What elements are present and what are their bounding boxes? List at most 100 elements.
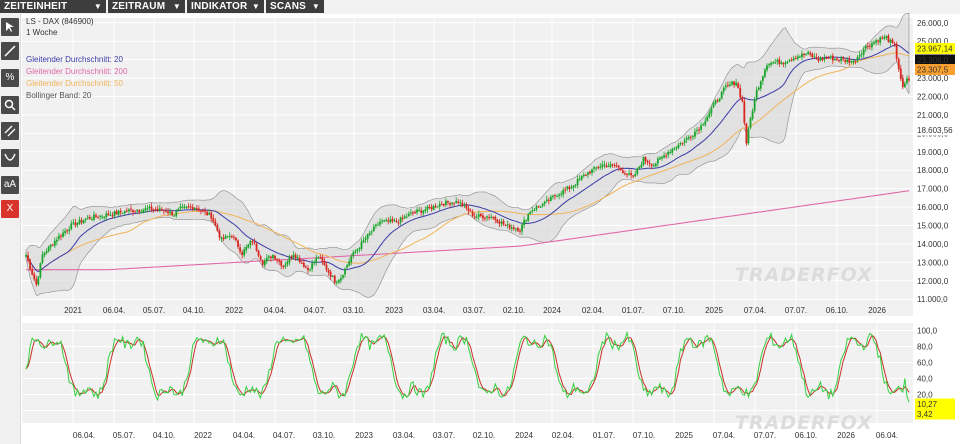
candle-body [434, 206, 437, 208]
candle-body [821, 57, 824, 61]
stochastic-x-tick-label: 2025 [675, 431, 693, 440]
stochastic-x-tick-label: 06.10. [795, 431, 817, 440]
candle-body [829, 56, 832, 58]
candle-body [381, 220, 383, 222]
line-draw-icon[interactable] [1, 42, 19, 60]
candle-body [286, 261, 289, 265]
zoom-icon[interactable] [1, 96, 19, 114]
price-tag-sma20: 23.308,0 [915, 54, 955, 66]
dropdown-triangle-icon: ▼ [311, 2, 320, 11]
menu-zeitraum[interactable]: ZEITRAUM ▼ [108, 0, 185, 13]
x-tick-label: 2023 [385, 306, 403, 315]
candle-body [710, 108, 713, 114]
candle-body [379, 221, 381, 225]
candle-body [321, 257, 324, 262]
candle-body [479, 213, 482, 216]
candle-body [45, 251, 48, 254]
stochastic-x-tick-label: 2024 [515, 431, 533, 440]
parallel-lines-icon[interactable] [1, 122, 19, 140]
candle-body [305, 266, 307, 268]
candle-body [691, 135, 694, 137]
candle-body [29, 260, 32, 270]
candle-body [342, 275, 344, 278]
candle-body [908, 78, 910, 81]
candle-body [440, 204, 443, 206]
candle-body [449, 203, 451, 205]
stochastic-x-tick-label: 04.07. [273, 431, 295, 440]
candle-body [617, 165, 620, 168]
candle-body [259, 256, 262, 260]
text-tool-icon[interactable]: aA [1, 176, 19, 194]
price-tag-last-text: 23.967,14 [917, 45, 953, 54]
candle-body [444, 200, 447, 205]
stochastic-x-tick-label: 03.07. [433, 431, 455, 440]
candle-body [74, 222, 77, 226]
candle-body [667, 151, 670, 156]
candle-body [554, 195, 556, 197]
menu-indikator[interactable]: INDIKATOR ▼ [187, 0, 264, 13]
candle-body [298, 257, 301, 263]
candle-body [576, 179, 579, 186]
candle-body [842, 57, 845, 60]
dropdown-triangle-icon: ▼ [93, 2, 102, 11]
candle-body [595, 167, 598, 169]
candle-body [183, 206, 186, 208]
delete-icon[interactable]: X [1, 200, 19, 218]
menu-scans[interactable]: SCANS ▼ [266, 0, 324, 13]
candle-body [805, 54, 807, 56]
candle-body [442, 204, 445, 206]
candle-body [181, 206, 184, 208]
candle-body [903, 83, 906, 88]
candle-body [132, 210, 134, 213]
candle-body [465, 204, 468, 209]
candle-body [276, 259, 279, 261]
candle-body [317, 257, 320, 259]
candle-body [216, 225, 219, 231]
candle-body [385, 219, 388, 221]
candle-body [263, 260, 266, 266]
candle-body [144, 208, 147, 211]
candle-body [125, 210, 128, 212]
candle-body [877, 40, 880, 42]
candle-body [389, 219, 392, 223]
x-tick-label: 04.07. [304, 306, 326, 315]
candle-body [107, 213, 110, 216]
candle-body [624, 173, 626, 175]
candle-body [772, 62, 775, 64]
y-tick-label: 11.000,0 [917, 295, 948, 304]
candle-body [33, 274, 36, 280]
candle-body [562, 189, 565, 195]
percent-icon[interactable]: % [1, 69, 19, 87]
candle-body [158, 208, 161, 211]
candle-body [879, 37, 882, 43]
menu-zeiteinheit[interactable]: ZEITEINHEIT ▼ [0, 0, 106, 13]
candle-body [325, 264, 328, 270]
candle-body [782, 63, 785, 65]
candle-body [640, 164, 643, 168]
candle-body [482, 215, 484, 219]
cursor-icon[interactable] [1, 18, 19, 36]
candle-body [597, 167, 600, 169]
watermark-stochastic: TRADERFOX [735, 412, 873, 434]
candle-body [774, 62, 777, 64]
candle-body [838, 60, 840, 62]
candle-body [852, 60, 855, 63]
candle-body [792, 58, 795, 61]
candle-body [128, 209, 130, 212]
candle-body [759, 81, 762, 89]
stochastic-tag-k-text: 10,27 [917, 400, 938, 409]
chart-title: LS - DAX (846900) [26, 17, 94, 26]
candle-body [364, 238, 367, 240]
candle-body [574, 184, 577, 186]
candle-body [235, 237, 237, 241]
curve-icon[interactable] [1, 149, 19, 167]
candle-body [607, 166, 610, 168]
y-tick-label: 17.000,0 [917, 185, 949, 194]
candle-body [350, 256, 353, 263]
candle-body [290, 256, 293, 258]
candle-body [37, 276, 40, 285]
candle-body [698, 129, 700, 131]
sma20-line [25, 44, 910, 272]
candle-body [121, 213, 124, 215]
